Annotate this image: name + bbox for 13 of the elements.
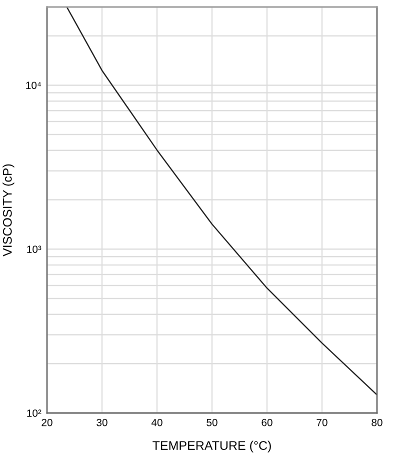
x-tick-label: 40: [151, 418, 162, 426]
line-series: [66, 7, 377, 396]
x-tick-label: 50: [206, 418, 218, 426]
x-tick-label: 60: [262, 418, 272, 426]
y-tick-label: 10²: [27, 410, 42, 417]
x-tick-label: 20: [42, 418, 52, 426]
x-axis-title: TEMPERATURE (°C): [152, 440, 271, 452]
y-tick-label: 10³: [27, 246, 42, 253]
y-axis-title: VISCOSITY (cP): [2, 164, 14, 256]
x-tick-label: 30: [96, 418, 108, 426]
x-tick-label: 80: [372, 418, 382, 426]
y-tick-label: 10⁴: [26, 82, 41, 90]
x-tick-label: 70: [316, 418, 328, 426]
